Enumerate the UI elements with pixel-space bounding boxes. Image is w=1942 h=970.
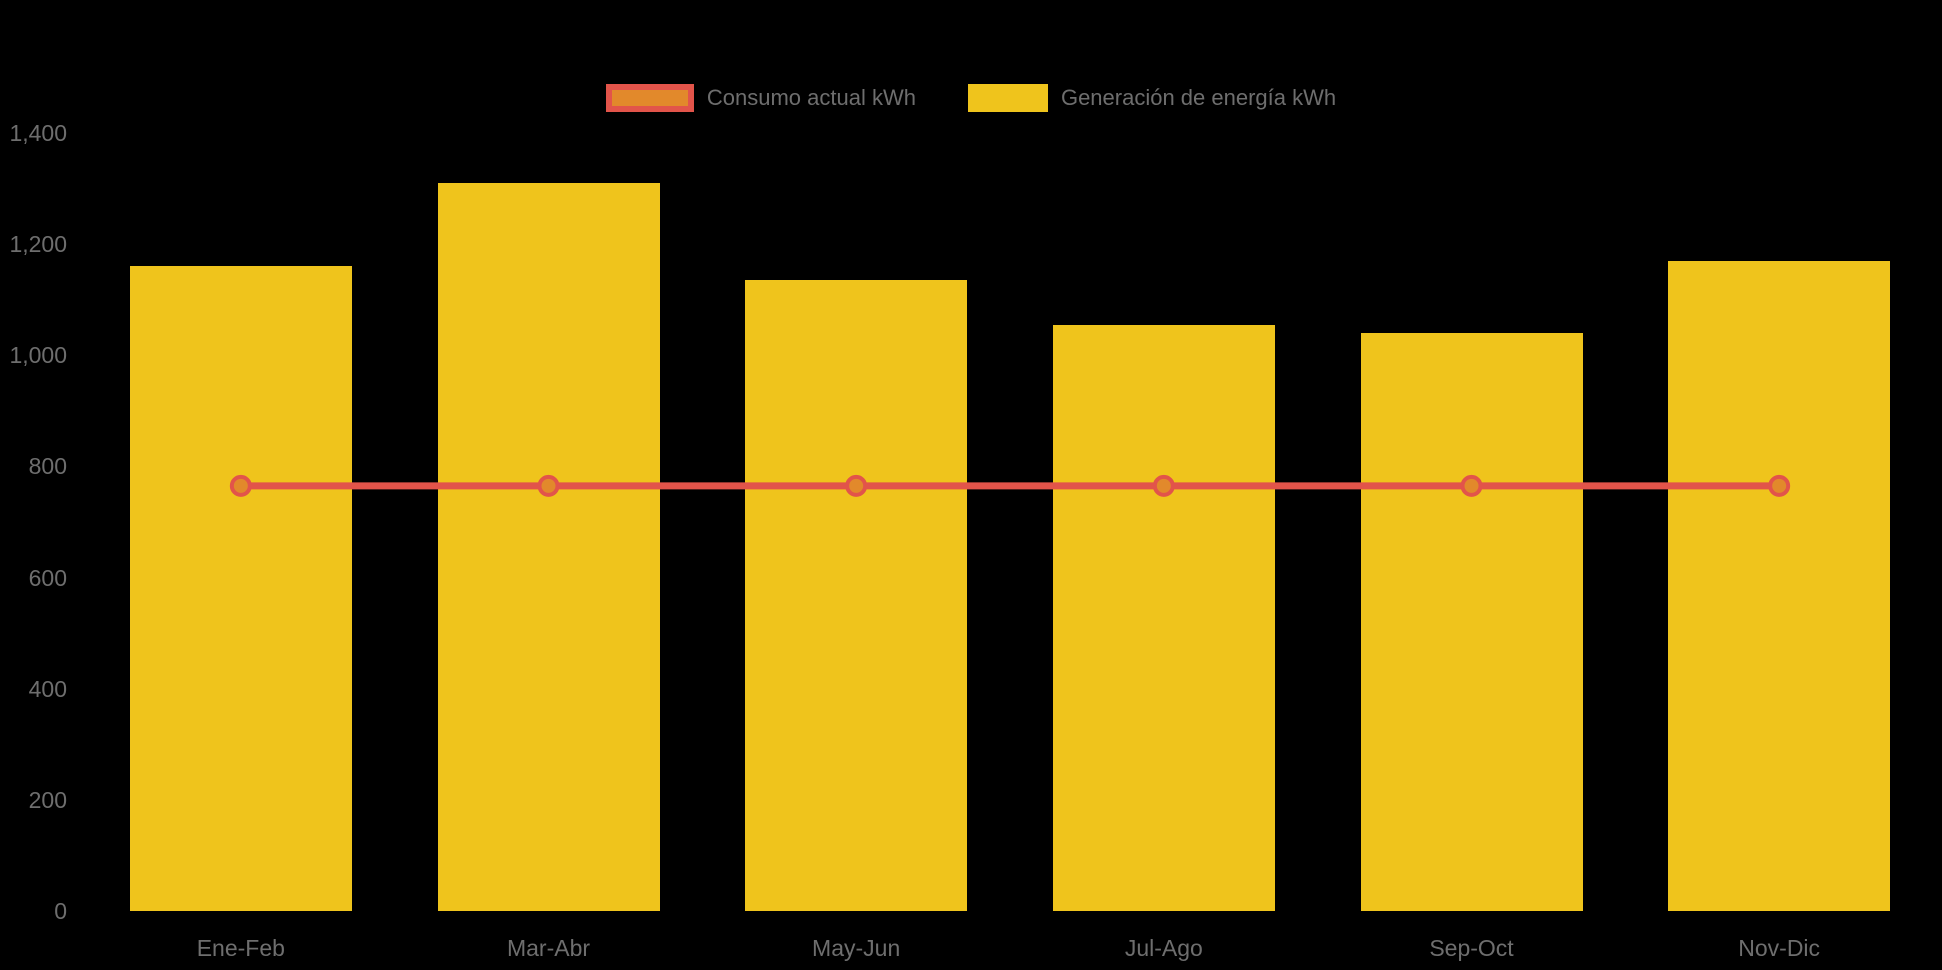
x-tick-label-may-jun: May-Jun xyxy=(812,935,901,961)
y-tick-label-1200: 1,200 xyxy=(9,231,67,258)
y-tick-label-600: 600 xyxy=(28,564,67,591)
consumo-point-sep-oct[interactable] xyxy=(1460,474,1483,497)
legend-swatch-consumo xyxy=(605,84,694,112)
x-tick-label-ene-feb: Ene-Feb xyxy=(196,935,285,961)
x-tick-label-jul-ago: Jul-Ago xyxy=(1124,935,1203,961)
bar-jul-ago[interactable] xyxy=(1052,324,1275,911)
x-tick-label-mar-abr: Mar-Abr xyxy=(506,935,591,961)
consumo-point-jul-ago[interactable] xyxy=(1152,474,1175,497)
bar-mar-abr[interactable] xyxy=(437,183,660,911)
legend-label-generacion: Generación de energía kWh xyxy=(1060,85,1337,110)
y-tick-label-1000: 1,000 xyxy=(9,342,67,369)
bar-ene-feb[interactable] xyxy=(129,266,352,911)
consumo-point-mar-abr[interactable] xyxy=(537,474,560,497)
y-tick-label-0: 0 xyxy=(54,898,67,924)
consumo-point-may-jun[interactable] xyxy=(845,474,868,497)
legend: Consumo actual kWh Generación de energía… xyxy=(0,84,1942,112)
y-tick-label-200: 200 xyxy=(28,786,67,813)
x-tick-label-nov-dic: Nov-Dic xyxy=(1738,935,1821,961)
legend-item-generacion[interactable]: Generación de energía kWh xyxy=(967,84,1337,112)
legend-item-consumo[interactable]: Consumo actual kWh xyxy=(605,84,916,112)
consumo-point-ene-feb[interactable] xyxy=(229,474,252,497)
bar-nov-dic[interactable] xyxy=(1668,260,1891,911)
legend-label-consumo: Consumo actual kWh xyxy=(706,85,916,110)
legend-swatch-generacion xyxy=(967,84,1048,112)
bar-may-jun[interactable] xyxy=(745,280,968,911)
bar-sep-oct[interactable] xyxy=(1360,333,1583,911)
y-tick-label-800: 800 xyxy=(28,453,67,480)
y-tick-label-400: 400 xyxy=(28,675,67,702)
x-tick-label-sep-oct: Sep-Oct xyxy=(1429,935,1514,961)
consumo-point-nov-dic[interactable] xyxy=(1768,474,1791,497)
y-tick-label-1400: 1,400 xyxy=(9,120,67,146)
